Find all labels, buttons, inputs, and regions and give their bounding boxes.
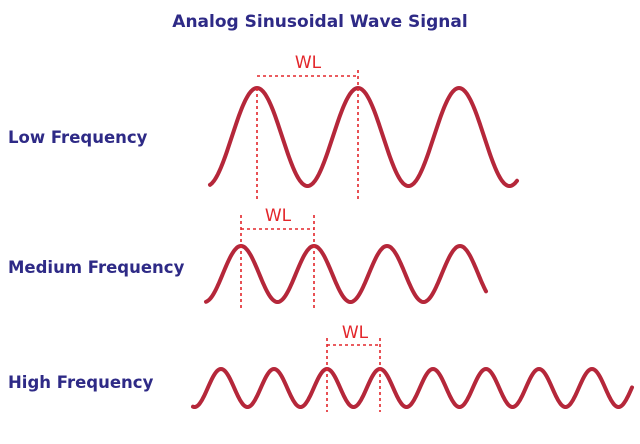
- low-frequency-wave: [208, 85, 519, 188]
- high-wl-label: WL: [342, 323, 369, 343]
- page-title: Analog Sinusoidal Wave Signal: [172, 12, 468, 32]
- high-frequency-group: WL: [191, 323, 634, 412]
- medium-wl-label: WL: [265, 206, 292, 226]
- medium-frequency-group: WL: [204, 206, 488, 310]
- medium-frequency-wave: [204, 243, 488, 304]
- low-wl-label: WL: [295, 53, 322, 73]
- low-frequency-label: Low Frequency: [8, 128, 148, 147]
- high-frequency-label: High Frequency: [8, 373, 154, 392]
- medium-frequency-label: Medium Frequency: [8, 258, 185, 277]
- high-frequency-wave: [191, 366, 634, 409]
- low-frequency-group: WL: [208, 53, 519, 200]
